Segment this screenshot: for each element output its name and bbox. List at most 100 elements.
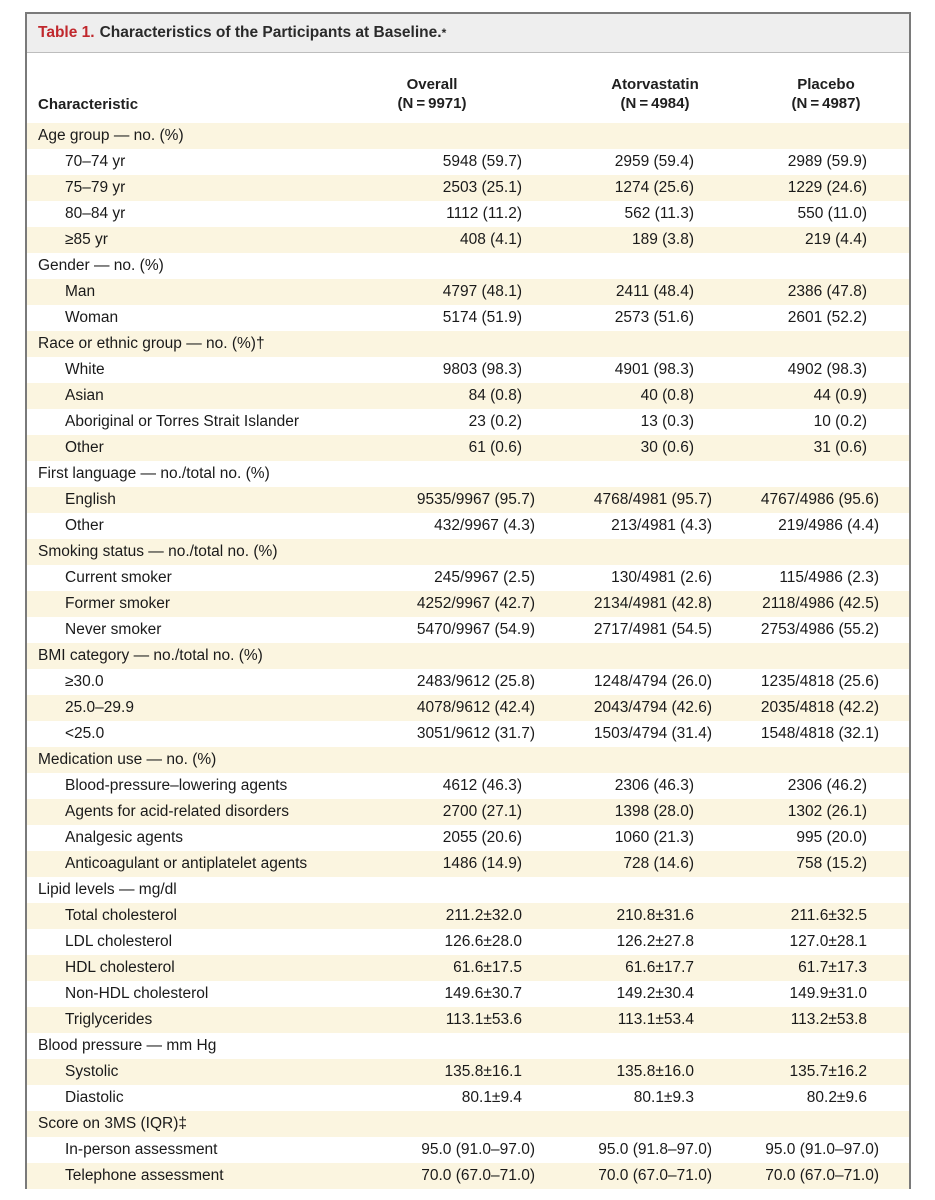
atorvastatin-cell: 213/4981 (4.3): [611, 517, 712, 534]
overall-cell: 211.2±32.0: [445, 907, 522, 924]
row-label: Total cholesterol: [65, 907, 178, 924]
header-overall-label: Overall: [406, 76, 458, 93]
table-category-row: Smoking status — no./total no. (%): [27, 539, 909, 565]
category-label: Lipid levels — mg/dl: [38, 881, 177, 898]
placebo-cell: 127.0±28.1: [789, 933, 867, 950]
row-label: 80–84 yr: [65, 205, 126, 222]
placebo-cell: 2306 (46.2): [787, 777, 867, 794]
table-row: <25.0 3051/9612 (31.7) 1503/4794 (31.4) 154…: [27, 721, 909, 747]
overall-cell: 126.6±28.0: [444, 933, 522, 950]
atorvastatin-cell: 2134/4981 (42.8): [593, 595, 712, 612]
atorvastatin-cell: 126.2±27.8: [616, 933, 694, 950]
row-label: 25.0–29.9: [65, 699, 134, 716]
table-title: Table 1. Characteristics of the Particip…: [27, 14, 909, 53]
atorvastatin-cell: 149.2±30.4: [616, 985, 694, 1002]
placebo-cell: 115/4986 (2.3): [779, 569, 879, 586]
overall-cell: 5948 (59.7): [442, 153, 522, 170]
table-row: Aboriginal or Torres Strait Islander 23 (…: [27, 409, 909, 435]
atorvastatin-cell: 2959 (59.4): [614, 153, 694, 170]
row-label: Agents for acid-related disorders: [65, 803, 290, 820]
table-row: Former smoker 4252/9967 (42.7) 2134/4981 (…: [27, 591, 909, 617]
table-row: Woman 5174 (51.9) 2573 (51.6) 2601 (52.2): [27, 305, 909, 331]
overall-cell: 5470/9967 (54.9): [416, 621, 535, 638]
atorvastatin-cell: 1060 (21.3): [614, 829, 694, 846]
table-row: Man 4797 (48.1) 2411 (48.4) 2386 (47.8): [27, 279, 909, 305]
table-row: Blood-pressure–lowering agents 4612 (46.3…: [27, 773, 909, 799]
overall-cell: 408 (4.1): [459, 231, 522, 248]
category-label: Gender — no. (%): [38, 257, 164, 274]
placebo-cell: 1229 (24.6): [787, 179, 867, 196]
overall-cell: 149.6±30.7: [444, 985, 522, 1002]
table-row: ≥30.0 2483/9612 (25.8) 1248/4794 (26.0) 123…: [27, 669, 909, 695]
row-label: Woman: [65, 309, 119, 326]
placebo-cell: 1235/4818 (25.6): [760, 673, 879, 690]
header-placebo: Placebo (N = 4987): [746, 75, 906, 113]
atorvastatin-cell: 2043/4794 (42.6): [593, 699, 712, 716]
atorvastatin-cell: 1398 (28.0): [614, 803, 694, 820]
row-label: Other: [65, 439, 104, 456]
row-label: Former smoker: [65, 595, 171, 612]
atorvastatin-cell: 4901 (98.3): [614, 361, 694, 378]
overall-cell: 245/9967 (2.5): [434, 569, 535, 586]
table-row: Systolic 135.8±16.1 135.8±16.0 135.7±16.2: [27, 1059, 909, 1085]
overall-cell: 2055 (20.6): [442, 829, 522, 846]
table-category-row: Score on 3MS (IQR)‡: [27, 1111, 909, 1137]
placebo-cell: 70.0 (67.0–71.0): [765, 1167, 879, 1184]
category-label: Medication use — no. (%): [38, 751, 217, 768]
placebo-cell: 995 (20.0): [796, 829, 867, 846]
placebo-cell: 211.6±32.5: [790, 907, 867, 924]
placebo-cell: 1302 (26.1): [787, 803, 867, 820]
table-row: Total cholesterol 211.2±32.0 210.8±31.6 211…: [27, 903, 909, 929]
placebo-cell: 95.0 (91.0–97.0): [765, 1141, 879, 1158]
header-atorvastatin-label: Atorvastatin: [611, 76, 699, 93]
table-title-text: Characteristics of the Participants at B…: [99, 24, 442, 41]
placebo-cell: 1548/4818 (32.1): [760, 725, 879, 742]
atorvastatin-cell: 2573 (51.6): [614, 309, 694, 326]
header-placebo-n: (N = 4987): [791, 95, 861, 112]
row-label: Man: [65, 283, 96, 300]
category-label: BMI category — no./total no. (%): [38, 647, 263, 664]
atorvastatin-cell: 2717/4981 (54.5): [593, 621, 712, 638]
placebo-cell: 31 (0.6): [813, 439, 867, 456]
atorvastatin-cell: 130/4981 (2.6): [611, 569, 712, 586]
atorvastatin-cell: 80.1±9.3: [633, 1089, 694, 1106]
row-label: HDL cholesterol: [65, 959, 175, 976]
table-row: 75–79 yr 2503 (25.1) 1274 (25.6) 1229 (24.6…: [27, 175, 909, 201]
row-label: 75–79 yr: [65, 179, 126, 196]
table-row: 25.0–29.9 4078/9612 (42.4) 2043/4794 (42.6…: [27, 695, 909, 721]
overall-cell: 95.0 (91.0–97.0): [421, 1141, 535, 1158]
atorvastatin-cell: 113.1±53.4: [617, 1011, 694, 1028]
header-atorvastatin: Atorvastatin (N = 4984): [575, 75, 735, 113]
row-label: Aboriginal or Torres Strait Islander: [65, 413, 300, 430]
table-row: Telephone assessment 70.0 (67.0–71.0) 70.0…: [27, 1163, 909, 1189]
table-category-row: Medication use — no. (%): [27, 747, 909, 773]
atorvastatin-cell: 1248/4794 (26.0): [593, 673, 712, 690]
overall-cell: 2483/9612 (25.8): [416, 673, 535, 690]
overall-cell: 2503 (25.1): [442, 179, 522, 196]
row-label: English: [65, 491, 116, 508]
table-frame: Table 1. Characteristics of the Particip…: [25, 12, 911, 1189]
overall-cell: 9803 (98.3): [442, 361, 522, 378]
table-category-row: Gender — no. (%): [27, 253, 909, 279]
table-category-row: Blood pressure — mm Hg: [27, 1033, 909, 1059]
atorvastatin-cell: 135.8±16.0: [616, 1063, 694, 1080]
atorvastatin-cell: 562 (11.3): [624, 205, 694, 222]
placebo-cell: 4767/4986 (95.6): [760, 491, 879, 508]
placebo-cell: 2118/4986 (42.5): [762, 595, 879, 612]
row-label: <25.0: [65, 725, 105, 742]
table-row: Other 432/9967 (4.3) 213/4981 (4.3) 219/498…: [27, 513, 909, 539]
table-row: Never smoker 5470/9967 (54.9) 2717/4981 (5…: [27, 617, 909, 643]
row-label: Diastolic: [65, 1089, 124, 1106]
atorvastatin-cell: 61.6±17.7: [625, 959, 694, 976]
atorvastatin-cell: 2306 (46.3): [614, 777, 694, 794]
overall-cell: 1112 (11.2): [446, 205, 522, 222]
overall-cell: 9535/9967 (95.7): [416, 491, 535, 508]
row-label: Analgesic agents: [65, 829, 184, 846]
placebo-cell: 135.7±16.2: [789, 1063, 867, 1080]
placebo-cell: 2601 (52.2): [787, 309, 867, 326]
overall-cell: 4078/9612 (42.4): [416, 699, 535, 716]
row-label: Non-HDL cholesterol: [65, 985, 209, 1002]
atorvastatin-cell: 70.0 (67.0–71.0): [598, 1167, 712, 1184]
category-label: Age group — no. (%): [38, 127, 184, 144]
overall-cell: 23 (0.2): [468, 413, 522, 430]
